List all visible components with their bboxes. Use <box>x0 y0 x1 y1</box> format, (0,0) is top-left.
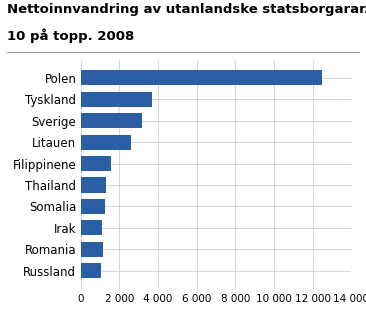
Text: Nettoinnvandring av utanlandske statsborgarar.: Nettoinnvandring av utanlandske statsbor… <box>7 3 366 16</box>
Bar <box>81 242 103 257</box>
Bar <box>81 92 152 106</box>
Bar <box>81 263 101 279</box>
Text: 10 på topp. 2008: 10 på topp. 2008 <box>7 28 135 43</box>
Bar <box>81 113 142 128</box>
Bar <box>81 177 106 192</box>
Bar <box>81 156 111 171</box>
Bar <box>81 134 131 149</box>
Bar <box>81 220 102 236</box>
Bar <box>81 70 322 85</box>
Bar <box>81 199 105 214</box>
